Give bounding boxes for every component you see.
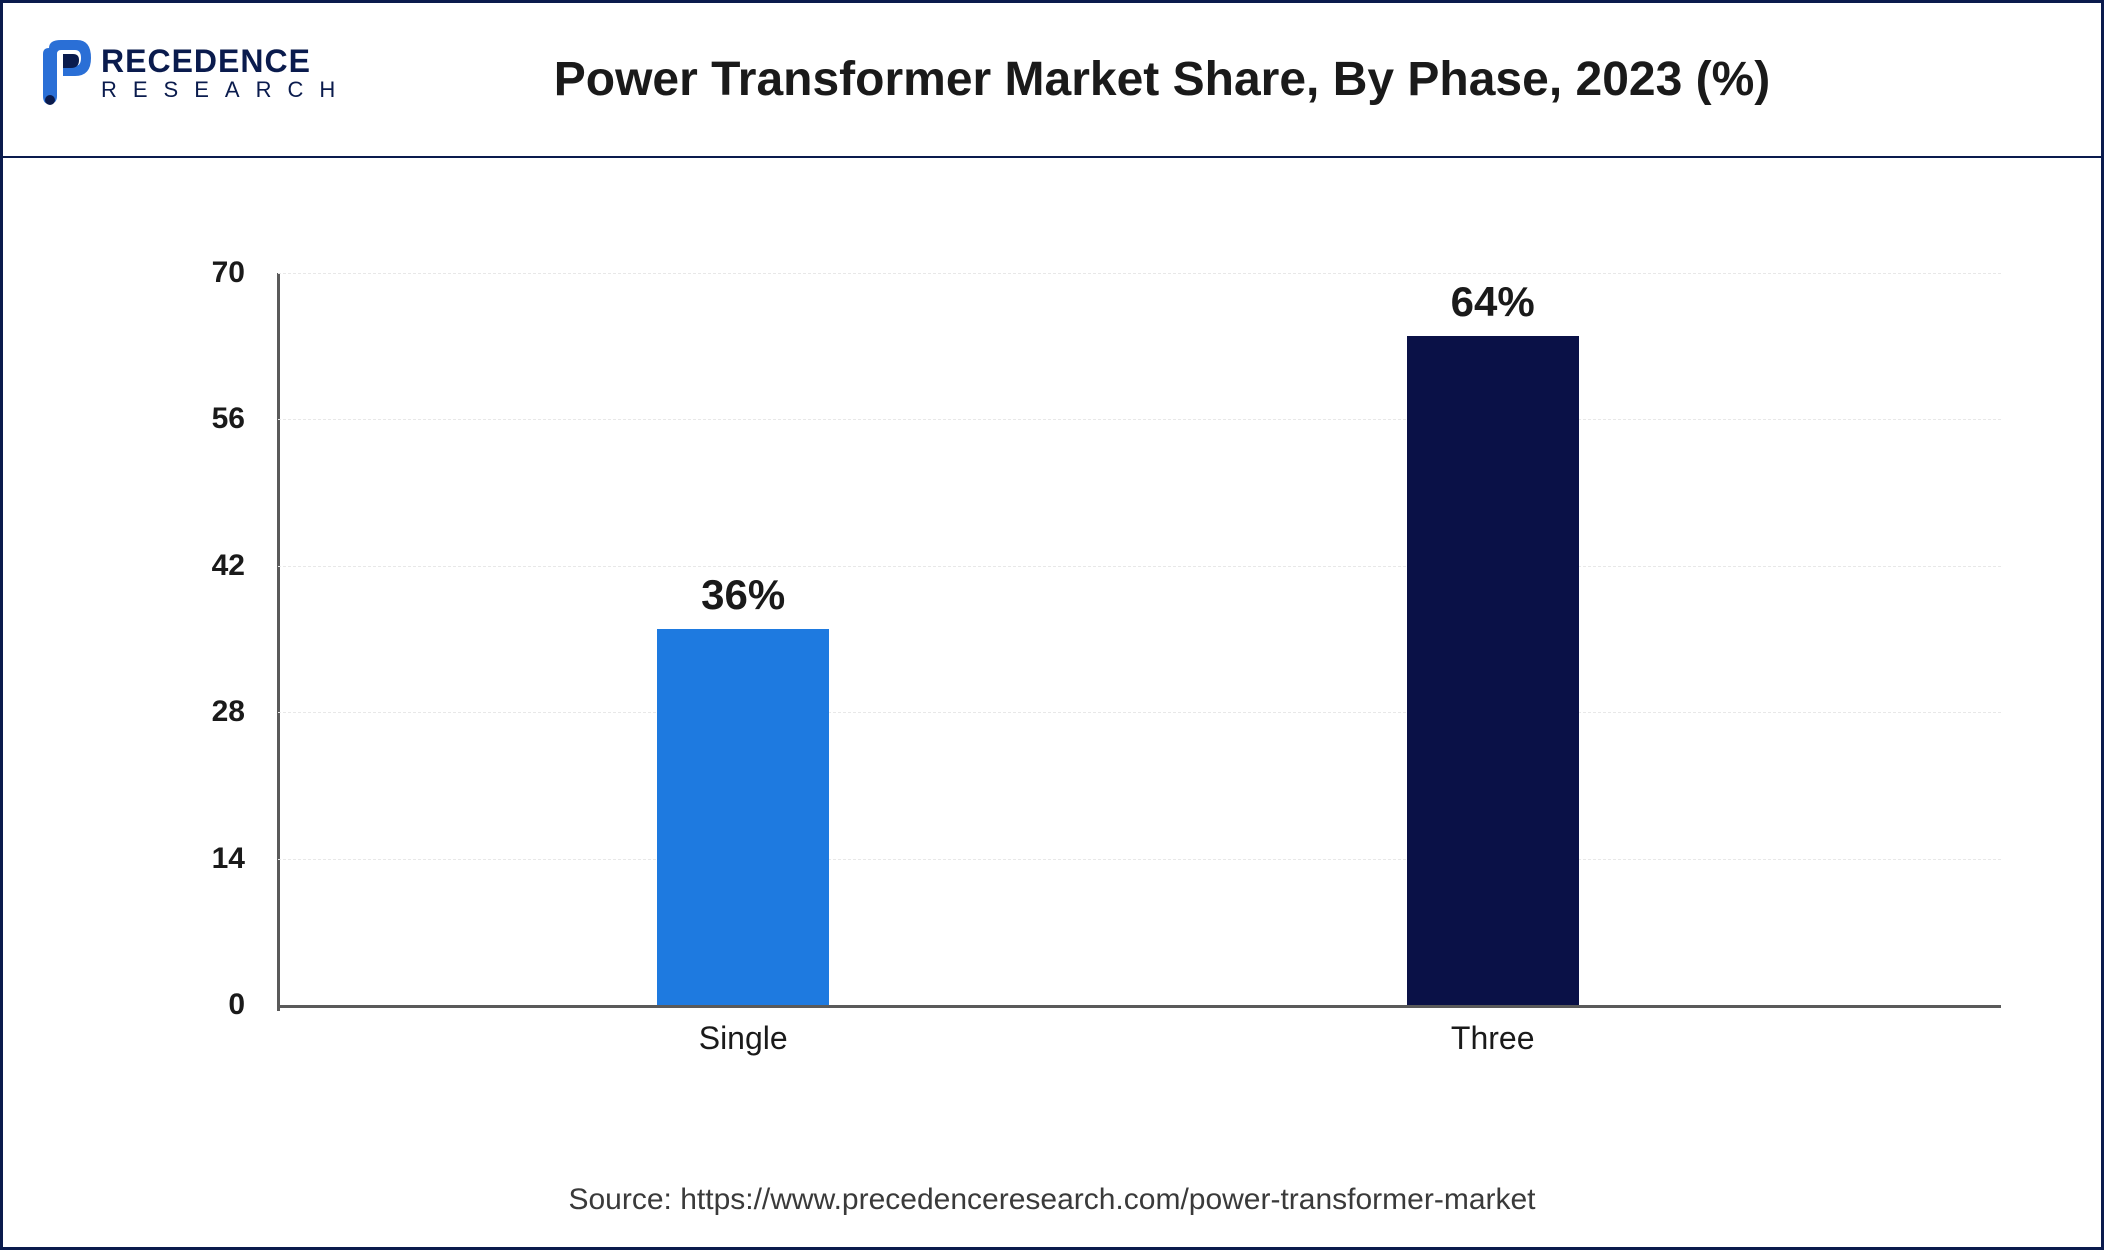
gridline <box>278 273 2001 274</box>
logo-text: RECEDENCE RESEARCH <box>101 45 351 101</box>
y-tick-label: 56 <box>183 402 263 436</box>
chart-container: RECEDENCE RESEARCH Power Transformer Mar… <box>0 0 2104 1250</box>
bar-value-label: 64% <box>1451 278 1535 336</box>
y-tick-label: 70 <box>183 256 263 290</box>
y-tick-label: 28 <box>183 695 263 729</box>
x-tick-label: Three <box>1451 1005 1535 1057</box>
gridline <box>278 419 2001 420</box>
logo-icon <box>43 38 93 108</box>
logo-text-top: RECEDENCE <box>101 45 351 77</box>
bar: 64% <box>1407 336 1579 1005</box>
logo-text-bottom: RESEARCH <box>101 79 351 101</box>
gridline <box>278 566 2001 567</box>
source-attribution: Source: https://www.precedenceresearch.c… <box>3 1183 2101 1217</box>
brand-logo: RECEDENCE RESEARCH <box>43 38 351 108</box>
bar-value-label: 36% <box>701 571 785 629</box>
plot-region: 0142842567036%Single64%Three <box>278 273 2001 1008</box>
bar: 36% <box>657 629 829 1005</box>
y-tick-label: 42 <box>183 549 263 583</box>
chart-area: 0142842567036%Single64%Three <box>183 203 2001 1073</box>
y-tick-label: 0 <box>183 988 263 1022</box>
y-tick-label: 14 <box>183 842 263 876</box>
x-tick-label: Single <box>699 1005 788 1057</box>
chart-title: Power Transformer Market Share, By Phase… <box>43 52 2101 107</box>
gridline <box>278 859 2001 860</box>
header: RECEDENCE RESEARCH Power Transformer Mar… <box>3 3 2101 158</box>
gridline <box>278 712 2001 713</box>
